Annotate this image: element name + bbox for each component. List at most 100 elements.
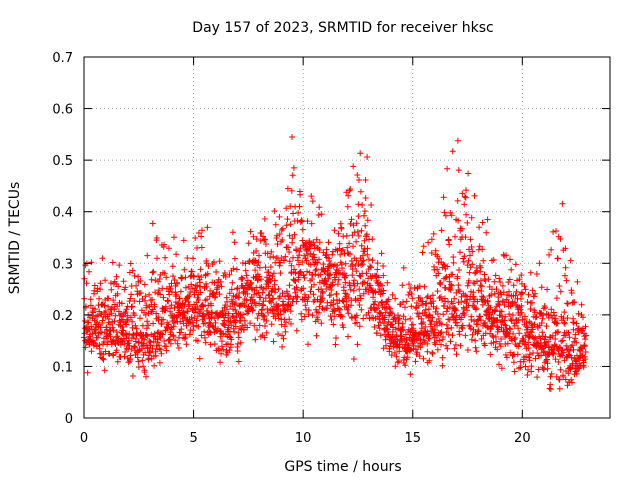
- data-point: [319, 288, 326, 295]
- data-point: [364, 245, 371, 252]
- data-point: [121, 353, 128, 360]
- data-point: [94, 312, 101, 319]
- data-point: [212, 293, 219, 300]
- data-point: [202, 339, 209, 346]
- data-point: [218, 283, 225, 290]
- data-point: [231, 328, 238, 335]
- data-point: [90, 309, 97, 316]
- data-point: [142, 293, 149, 300]
- data-point: [458, 299, 465, 305]
- data-point: [205, 263, 212, 269]
- data-point: [491, 290, 498, 297]
- data-point: [252, 258, 259, 264]
- data-point: [451, 295, 458, 302]
- data-point: [542, 343, 549, 349]
- data-point: [448, 282, 455, 289]
- data-point: [510, 359, 517, 366]
- data-point: [276, 231, 283, 237]
- data-point: [411, 284, 418, 291]
- data-point: [239, 322, 246, 329]
- data-point: [301, 291, 308, 298]
- data-point: [547, 381, 554, 388]
- data-point: [336, 240, 343, 247]
- data-point: [424, 328, 431, 335]
- data-point: [299, 237, 306, 244]
- data-point: [361, 248, 368, 255]
- data-point: [390, 340, 396, 346]
- data-point: [561, 309, 568, 316]
- data-point: [247, 228, 254, 235]
- data-point: [218, 338, 225, 345]
- data-point: [109, 259, 116, 266]
- data-point: [185, 303, 192, 310]
- data-point: [507, 349, 514, 356]
- data-point: [474, 298, 481, 305]
- data-point: [449, 300, 456, 307]
- data-point: [464, 282, 471, 289]
- data-point: [299, 259, 306, 266]
- data-point: [477, 313, 483, 320]
- data-point: [162, 254, 169, 261]
- data-point: [165, 321, 172, 328]
- data-point: [494, 323, 500, 330]
- data-point: [365, 256, 372, 263]
- data-point: [184, 255, 191, 261]
- data-point: [153, 342, 160, 349]
- data-point: [168, 280, 175, 287]
- data-point: [406, 281, 412, 288]
- data-point: [581, 342, 588, 349]
- data-point: [374, 260, 381, 267]
- data-point: [553, 295, 560, 302]
- data-point: [444, 165, 451, 172]
- data-point: [331, 227, 338, 234]
- data-point: [101, 302, 108, 309]
- data-point: [152, 352, 159, 359]
- data-point: [356, 302, 363, 308]
- data-point: [248, 304, 255, 311]
- data-point: [451, 345, 458, 352]
- data-point: [459, 190, 466, 197]
- data-point: [469, 261, 476, 268]
- data-point: [244, 277, 251, 284]
- data-point: [299, 218, 305, 225]
- data-point: [268, 248, 275, 255]
- data-point: [531, 321, 538, 328]
- data-point: [455, 282, 462, 289]
- data-point: [196, 355, 203, 362]
- data-point: [565, 370, 572, 377]
- data-point: [376, 316, 383, 323]
- data-point: [350, 243, 356, 250]
- data-point: [525, 291, 532, 298]
- data-point: [535, 366, 542, 373]
- data-point: [552, 336, 559, 342]
- data-point: [207, 287, 214, 294]
- data-point: [338, 225, 345, 232]
- data-point: [154, 255, 160, 262]
- data-point: [365, 309, 372, 316]
- data-point: [216, 347, 222, 354]
- data-point: [438, 341, 444, 348]
- data-point: [308, 193, 315, 200]
- data-point: [310, 291, 317, 298]
- data-point: [522, 363, 529, 370]
- data-point: [208, 302, 215, 309]
- data-point: [109, 324, 116, 331]
- data-point: [516, 276, 523, 283]
- data-point: [512, 261, 519, 268]
- data-point: [369, 236, 376, 243]
- data-point: [476, 224, 483, 231]
- data-point: [292, 289, 299, 296]
- data-point: [133, 282, 140, 289]
- data-point: [434, 266, 441, 273]
- data-point: [361, 237, 368, 244]
- data-point: [228, 336, 235, 343]
- data-point: [564, 300, 571, 307]
- data-point: [204, 270, 211, 277]
- data-point: [303, 257, 310, 264]
- data-point: [322, 278, 329, 285]
- data-point: [582, 336, 589, 343]
- data-point: [88, 259, 95, 266]
- data-point: [100, 356, 107, 363]
- data-point: [474, 278, 480, 285]
